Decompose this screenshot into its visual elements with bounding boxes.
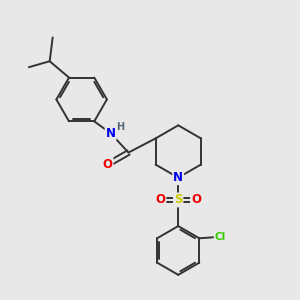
Text: O: O [155,194,165,206]
Text: N: N [173,171,183,184]
Text: Cl: Cl [214,232,226,242]
Text: N: N [106,127,116,140]
Text: O: O [103,158,112,171]
Text: O: O [191,194,201,206]
Text: S: S [174,194,182,206]
Text: H: H [116,122,124,132]
